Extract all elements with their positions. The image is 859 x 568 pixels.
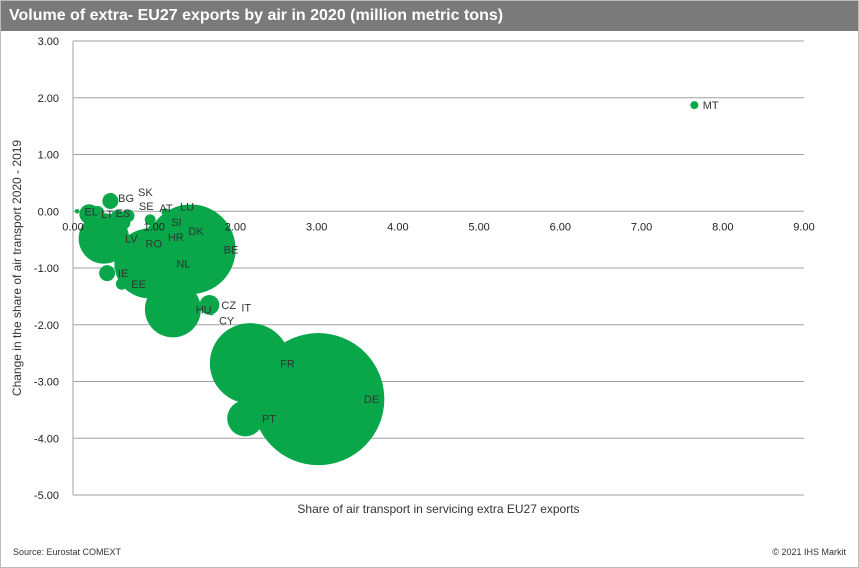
data-label: FR <box>280 358 295 370</box>
data-label: RO <box>146 239 163 251</box>
x-tick-label: 4.00 <box>387 221 408 233</box>
data-label: PT <box>262 413 276 425</box>
x-tick-label: 1.00 <box>144 221 165 233</box>
copyright-note: © 2021 IHS Markit <box>772 547 846 557</box>
bubble-hr <box>137 231 148 242</box>
bubble-lu <box>161 208 170 217</box>
y-axis-title: Change in the share of air transport 202… <box>10 140 24 396</box>
data-label: EL <box>84 206 97 218</box>
data-label: NL <box>176 258 190 270</box>
data-label: LV <box>125 233 138 245</box>
bubble-lv <box>78 213 130 264</box>
data-label: SK <box>138 187 153 199</box>
bubble-at <box>144 214 156 226</box>
x-tick-label: 6.00 <box>550 221 571 233</box>
data-label: SE <box>139 201 154 213</box>
y-tick-label: 1.00 <box>38 150 59 162</box>
source-note: Source: Eurostat COMEXT <box>13 547 122 557</box>
y-tick-label: -1.00 <box>34 263 59 275</box>
bubble-ee <box>115 278 128 290</box>
x-tick-label: 2.00 <box>225 221 246 233</box>
bubble-bg <box>102 193 119 210</box>
y-tick-label: 0.00 <box>38 206 59 218</box>
x-tick-label: 0.00 <box>62 221 83 233</box>
data-label: CZ <box>221 300 236 312</box>
data-label: IT <box>241 303 251 315</box>
data-label: HR <box>168 232 184 244</box>
data-label: DE <box>364 394 379 406</box>
data-label: HU <box>196 304 212 316</box>
y-tick-label: -5.00 <box>34 490 59 502</box>
x-tick-label: 9.00 <box>793 221 814 233</box>
data-label: CY <box>219 315 235 327</box>
bubble-fr <box>209 323 291 404</box>
y-tick-label: 2.00 <box>38 93 59 105</box>
bubble-cy <box>207 309 215 316</box>
data-label: AT <box>159 203 173 215</box>
bubble-es <box>90 205 105 220</box>
bubble-pt <box>227 400 264 437</box>
data-label: IE <box>118 268 128 280</box>
data-label: LU <box>180 201 194 213</box>
data-label: LT <box>101 209 113 221</box>
bubble-nl <box>114 228 185 299</box>
x-axis-title: Share of air transport in servicing extr… <box>297 502 579 516</box>
y-tick-label: -3.00 <box>34 377 59 389</box>
y-tick-label: 3.00 <box>38 36 59 48</box>
data-label: ES <box>116 208 131 220</box>
bubble-el <box>74 209 80 214</box>
bubble-sk <box>121 209 135 223</box>
x-tick-label: 8.00 <box>712 221 733 233</box>
y-tick-label: -2.00 <box>34 320 59 332</box>
data-label: SI <box>171 217 181 229</box>
chart-title: Volume of extra- EU27 exports by air in … <box>1 1 858 31</box>
data-label: BG <box>118 193 134 205</box>
data-label: MT <box>703 100 719 112</box>
x-tick-label: 5.00 <box>468 221 489 233</box>
data-label: BE <box>224 244 239 256</box>
x-tick-label: 3.00 <box>306 221 327 233</box>
bubble-hu <box>144 281 201 338</box>
x-tick-label: 7.00 <box>631 221 652 233</box>
data-label: DK <box>188 226 204 238</box>
bubble-mt <box>690 101 699 110</box>
data-label: EE <box>131 279 146 291</box>
y-tick-label: -4.00 <box>34 433 59 445</box>
bubble-ie <box>99 265 116 282</box>
